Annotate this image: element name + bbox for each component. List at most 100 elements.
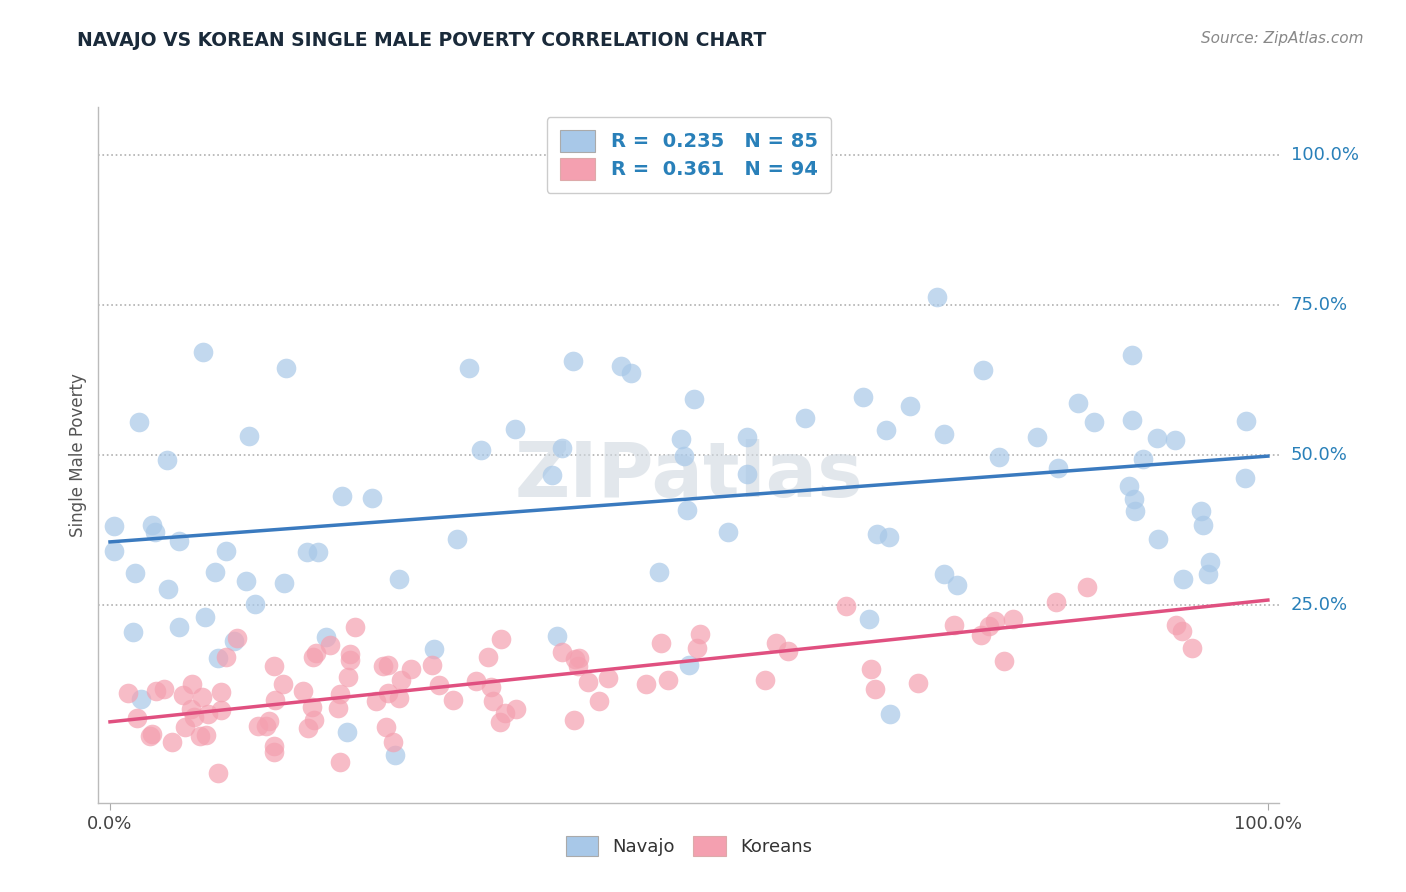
Point [343, 620, 366, 634]
Point [489, 632, 512, 646]
Point [423, 642, 446, 657]
Point [1173, 572, 1195, 586]
Point [215, 650, 238, 665]
Point [943, 618, 966, 632]
Point [1123, 492, 1146, 507]
Point [927, 290, 949, 304]
Point [263, 745, 285, 759]
Point [371, 659, 394, 673]
Point [546, 629, 568, 643]
Point [551, 645, 574, 659]
Point [1132, 452, 1154, 467]
Point [259, 714, 281, 728]
Text: 50.0%: 50.0% [1291, 446, 1347, 464]
Point [1192, 518, 1215, 533]
Point [946, 578, 969, 592]
Point [588, 694, 610, 708]
Point [336, 725, 359, 739]
Point [852, 390, 875, 404]
Point [1164, 433, 1187, 447]
Point [735, 467, 758, 481]
Point [180, 702, 202, 716]
Point [678, 657, 700, 672]
Point [1076, 580, 1098, 594]
Point [169, 533, 191, 548]
Point [326, 701, 349, 715]
Point [127, 711, 149, 725]
Point [384, 747, 406, 762]
Point [235, 574, 257, 588]
Point [489, 714, 512, 729]
Point [122, 625, 145, 640]
Point [564, 652, 586, 666]
Point [329, 687, 352, 701]
Point [207, 651, 229, 665]
Point [315, 630, 337, 644]
Point [391, 673, 413, 688]
Point [145, 684, 167, 698]
Point [898, 399, 921, 413]
Point [657, 673, 679, 687]
Point [1146, 431, 1168, 445]
Point [1123, 503, 1146, 517]
Point [181, 676, 204, 690]
Point [1146, 532, 1168, 546]
Point [576, 675, 599, 690]
Point [984, 614, 1007, 628]
Point [562, 353, 585, 368]
Point [596, 671, 619, 685]
Point [243, 598, 266, 612]
Point [1025, 430, 1047, 444]
Point [717, 525, 740, 540]
Point [399, 662, 422, 676]
Point [329, 755, 352, 769]
Point [238, 429, 260, 443]
Text: Source: ZipAtlas.com: Source: ZipAtlas.com [1201, 31, 1364, 46]
Point [863, 682, 886, 697]
Point [1045, 595, 1067, 609]
Point [377, 686, 399, 700]
Text: 25.0%: 25.0% [1291, 596, 1348, 614]
Point [993, 654, 1015, 668]
Point [446, 532, 468, 546]
Point [441, 693, 464, 707]
Point [427, 678, 450, 692]
Point [477, 650, 499, 665]
Point [156, 453, 179, 467]
Point [274, 361, 297, 376]
Point [172, 688, 194, 702]
Point [374, 720, 396, 734]
Point [297, 722, 319, 736]
Point [987, 450, 1010, 464]
Point [222, 634, 245, 648]
Point [1197, 566, 1219, 581]
Point [204, 565, 226, 579]
Point [482, 694, 505, 708]
Point [1234, 414, 1257, 428]
Point [247, 719, 270, 733]
Point [907, 676, 929, 690]
Point [388, 691, 411, 706]
Point [190, 690, 212, 704]
Point [169, 619, 191, 633]
Point [1189, 504, 1212, 518]
Point [1171, 624, 1194, 639]
Point [254, 719, 277, 733]
Point [541, 468, 564, 483]
Text: NAVAJO VS KOREAN SINGLE MALE POVERTY CORRELATION CHART: NAVAJO VS KOREAN SINGLE MALE POVERTY COR… [77, 31, 766, 50]
Point [977, 619, 1000, 633]
Point [273, 576, 295, 591]
Point [1118, 478, 1140, 492]
Point [263, 659, 285, 673]
Point [859, 662, 882, 676]
Point [361, 491, 384, 505]
Point [194, 610, 217, 624]
Point [103, 544, 125, 558]
Point [1121, 348, 1143, 362]
Point [291, 684, 314, 698]
Point [503, 422, 526, 436]
Point [686, 641, 709, 656]
Point [209, 685, 232, 699]
Point [972, 363, 994, 377]
Point [609, 359, 631, 374]
